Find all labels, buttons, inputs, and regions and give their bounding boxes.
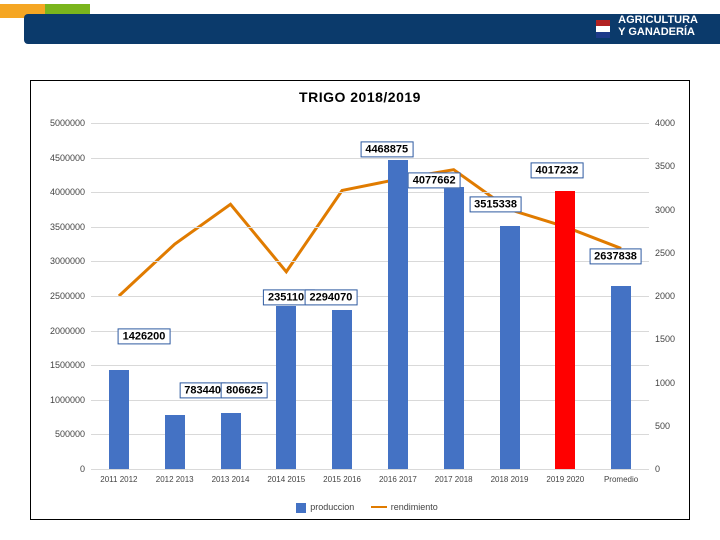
bar bbox=[221, 413, 241, 469]
bar bbox=[500, 226, 520, 469]
value-label: 4017232 bbox=[531, 162, 584, 178]
y-left-tick: 2500000 bbox=[50, 291, 85, 301]
x-label: 2017 2018 bbox=[435, 475, 473, 484]
legend: produccion rendimiento bbox=[31, 502, 689, 513]
bar bbox=[444, 187, 464, 469]
value-label: 783440 bbox=[179, 383, 226, 399]
x-label: 2013 2014 bbox=[212, 475, 250, 484]
x-label: 2012 2013 bbox=[156, 475, 194, 484]
value-label: 2294070 bbox=[305, 289, 358, 305]
y-right-tick: 1000 bbox=[655, 378, 675, 388]
bar bbox=[611, 286, 631, 469]
gridline bbox=[91, 469, 649, 470]
y-left-tick: 1500000 bbox=[50, 360, 85, 370]
y-right-tick: 0 bbox=[655, 464, 660, 474]
legend-bar-label: produccion bbox=[310, 502, 354, 512]
x-label: 2014 2015 bbox=[267, 475, 305, 484]
y-left-tick: 4000000 bbox=[50, 187, 85, 197]
value-label: 4077662 bbox=[408, 173, 461, 189]
value-label: 3515338 bbox=[469, 196, 522, 212]
y-left-tick: 1000000 bbox=[50, 395, 85, 405]
legend-bar-swatch bbox=[296, 503, 306, 513]
y-right-tick: 1500 bbox=[655, 334, 675, 344]
y-right-tick: 500 bbox=[655, 421, 670, 431]
y-left-tick: 500000 bbox=[55, 429, 85, 439]
y-right-tick: 3500 bbox=[655, 161, 675, 171]
header-line1: Ministerio de bbox=[618, 2, 698, 14]
y-right-tick: 2000 bbox=[655, 291, 675, 301]
x-label: 2011 2012 bbox=[100, 475, 137, 484]
x-label: 2015 2016 bbox=[323, 475, 361, 484]
x-label: 2018 2019 bbox=[491, 475, 529, 484]
value-label: 806625 bbox=[221, 383, 268, 399]
bar bbox=[109, 370, 129, 469]
bar bbox=[276, 306, 296, 469]
y-right-tick: 3000 bbox=[655, 205, 675, 215]
y-right-tick: 4000 bbox=[655, 118, 675, 128]
flag-icon bbox=[596, 20, 610, 38]
y-left-tick: 0 bbox=[80, 464, 85, 474]
y-left-tick: 3500000 bbox=[50, 222, 85, 232]
legend-line-label: rendimiento bbox=[391, 502, 438, 512]
gridline bbox=[91, 158, 649, 159]
y-right-tick: 2500 bbox=[655, 248, 675, 258]
chart-title: TRIGO 2018/2019 bbox=[31, 89, 689, 105]
plot-area: 0500000100000015000002000000250000030000… bbox=[91, 123, 649, 469]
bar bbox=[388, 160, 408, 469]
gridline bbox=[91, 123, 649, 124]
y-left-tick: 5000000 bbox=[50, 118, 85, 128]
bar bbox=[332, 310, 352, 469]
value-label: 4468875 bbox=[360, 142, 413, 158]
value-label: 1426200 bbox=[118, 329, 171, 345]
header-line2: AGRICULTURA bbox=[618, 14, 698, 26]
header-text: Ministerio de AGRICULTURA Y GANADERÍA bbox=[618, 2, 698, 38]
chart-container: TRIGO 2018/2019 050000010000001500000200… bbox=[30, 80, 690, 520]
y-left-tick: 2000000 bbox=[50, 326, 85, 336]
x-label: 2016 2017 bbox=[379, 475, 417, 484]
header: Ministerio de AGRICULTURA Y GANADERÍA bbox=[0, 0, 720, 56]
bar bbox=[165, 415, 185, 469]
header-line3: Y GANADERÍA bbox=[618, 26, 698, 38]
x-label: Promedio bbox=[604, 475, 638, 484]
x-label: 2019 2020 bbox=[546, 475, 584, 484]
legend-line-swatch bbox=[371, 506, 387, 508]
value-label: 2637838 bbox=[589, 248, 642, 264]
y-left-tick: 3000000 bbox=[50, 256, 85, 266]
y-left-tick: 4500000 bbox=[50, 153, 85, 163]
bar bbox=[555, 191, 575, 469]
header-ribbon bbox=[24, 14, 720, 44]
